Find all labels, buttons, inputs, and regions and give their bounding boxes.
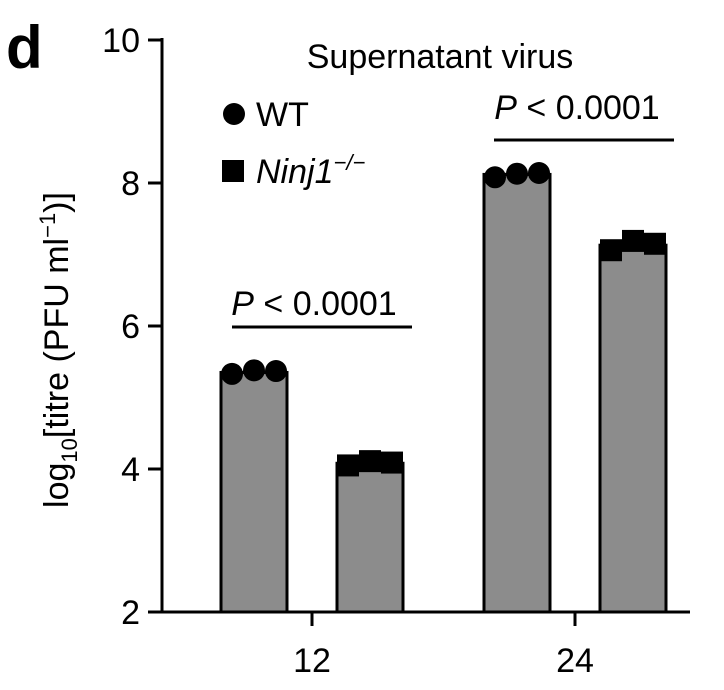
point-ninj1-0-1 (359, 450, 381, 473)
panel-label: d (6, 14, 43, 81)
y-label-mid: [titre (PFU ml (38, 238, 76, 438)
y-tick-label-10: 10 (102, 22, 140, 60)
significance-label-24: P < 0.0001 (494, 89, 659, 127)
point-ninj1-1-2 (644, 232, 666, 255)
significance-label-12: P < 0.0001 (231, 285, 396, 323)
legend-ninj1-superscript: −/− (333, 150, 365, 175)
bar-wt-24 (482, 172, 552, 614)
legend-ninj1-label: Ninj1−/− (256, 150, 365, 191)
point-ninj1-1-1 (622, 229, 644, 252)
bar-ninj1-12 (335, 461, 405, 614)
point-wt-1-2 (528, 161, 550, 184)
x-tick-label-24: 24 (556, 642, 594, 680)
significance-12: P < 0.0001 (231, 285, 412, 329)
y-tick-label-4: 4 (121, 451, 140, 489)
legend-wt-marker (223, 103, 245, 125)
point-wt-1-1 (506, 162, 528, 185)
y-tick-label-2: 2 (121, 594, 140, 632)
legend-ninj1-marker (222, 160, 244, 182)
y-label-superscript: −1 (35, 213, 60, 238)
legend-wt-label: WT (256, 96, 309, 134)
legend-ninj1-name: Ninj1 (256, 153, 333, 191)
point-wt-0-1 (243, 359, 265, 382)
x-tick-label-12: 12 (293, 642, 331, 680)
y-label-prefix: log (38, 463, 76, 508)
chart-title: Supernatant virus (307, 38, 574, 76)
y-axis-label: log10[titre (PFU ml−1)] (35, 192, 82, 508)
point-wt-0-0 (221, 362, 243, 385)
bar-ninj1-24 (598, 243, 668, 614)
point-ninj1-0-2 (381, 451, 403, 474)
y-tick-label-8: 8 (121, 165, 140, 203)
y-label-suffix: )] (38, 192, 76, 213)
point-ninj1-0-0 (337, 454, 359, 477)
y-tick-label-6: 6 (121, 308, 140, 346)
legend: WT Ninj1−/− (222, 96, 365, 191)
point-ninj1-1-0 (600, 239, 622, 262)
bar-wt-12 (219, 370, 289, 614)
point-wt-0-2 (265, 360, 287, 383)
significance-24: P < 0.0001 (494, 89, 674, 142)
point-wt-1-0 (484, 166, 506, 189)
y-label-subscript: 10 (57, 438, 82, 462)
